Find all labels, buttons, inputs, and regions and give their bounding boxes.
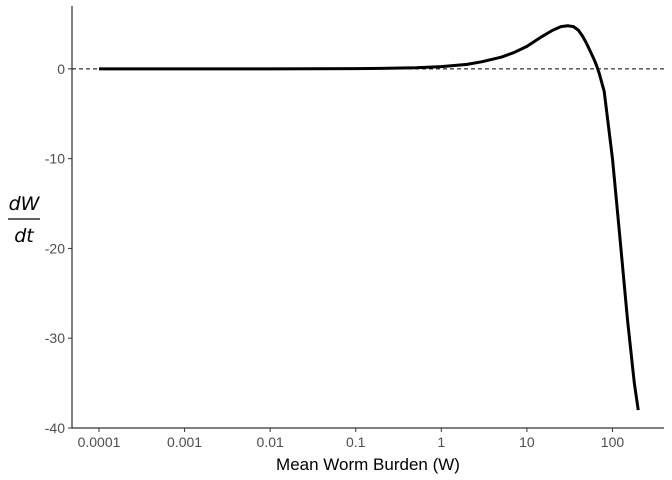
x-tick-label: 1 — [437, 434, 445, 450]
y-axis-title-denominator: dt — [14, 225, 35, 247]
y-tick-label: -30 — [45, 330, 65, 346]
y-tick-label: 0 — [57, 61, 65, 77]
x-tick-label: 0.0001 — [78, 434, 121, 450]
x-tick-label: 0.1 — [346, 434, 366, 450]
x-tick-label: 0.01 — [257, 434, 284, 450]
y-ticks: 0 -10 -20 -30 -40 — [45, 61, 72, 436]
series-group — [99, 24, 640, 411]
x-tick-label: 0.001 — [167, 434, 202, 450]
y-tick-label: -40 — [45, 420, 65, 436]
y-tick-label: -20 — [45, 240, 65, 256]
y-axis-title-numerator: dW — [9, 193, 41, 215]
y-axis-title: dW dt — [8, 193, 41, 247]
axes — [71, 6, 664, 429]
series-line-0 — [99, 24, 640, 411]
x-tick-label: 100 — [601, 434, 625, 450]
x-axis-title: Mean Worm Burden (W) — [276, 455, 460, 474]
x-ticks: 0.0001 0.001 0.01 0.1 1 10 100 — [78, 428, 625, 450]
y-tick-label: -10 — [45, 151, 65, 167]
x-tick-label: 10 — [519, 434, 535, 450]
